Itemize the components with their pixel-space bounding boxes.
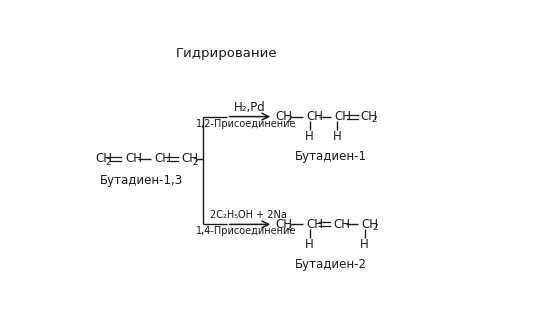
Text: 2: 2 — [192, 157, 198, 167]
Text: 1,2-Присоединение: 1,2-Присоединение — [196, 118, 296, 128]
Text: 2: 2 — [372, 223, 378, 232]
Text: CH: CH — [182, 152, 199, 165]
Text: CH: CH — [95, 152, 112, 165]
Text: CH: CH — [154, 152, 172, 165]
Text: Гидрирование: Гидрирование — [176, 47, 278, 60]
Text: CH: CH — [306, 110, 324, 123]
Text: H: H — [360, 238, 369, 251]
Text: H: H — [333, 130, 342, 143]
Text: CH: CH — [360, 110, 378, 123]
Text: H: H — [305, 130, 314, 143]
Text: CH: CH — [126, 152, 143, 165]
Text: 2: 2 — [372, 115, 377, 124]
Text: CH: CH — [275, 110, 293, 123]
Text: 1,4-Присоединение: 1,4-Присоединение — [196, 226, 296, 236]
Text: CH: CH — [275, 218, 293, 231]
Text: CH: CH — [362, 218, 378, 231]
Text: 2: 2 — [106, 157, 111, 167]
Text: CH: CH — [333, 218, 351, 231]
Text: H: H — [305, 238, 314, 251]
Text: Бутадиен-2: Бутадиен-2 — [295, 258, 367, 271]
Text: 2C₂H₅OH + 2Na: 2C₂H₅OH + 2Na — [210, 210, 287, 220]
Text: 2: 2 — [286, 223, 292, 232]
Text: Бутадиен-1: Бутадиен-1 — [295, 150, 367, 163]
Text: H₂,Pd: H₂,Pd — [234, 101, 266, 114]
Text: Бутадиен-1,3: Бутадиен-1,3 — [100, 174, 183, 187]
Text: 2: 2 — [286, 115, 292, 124]
Text: CH: CH — [306, 218, 324, 231]
Text: CH: CH — [334, 110, 351, 123]
